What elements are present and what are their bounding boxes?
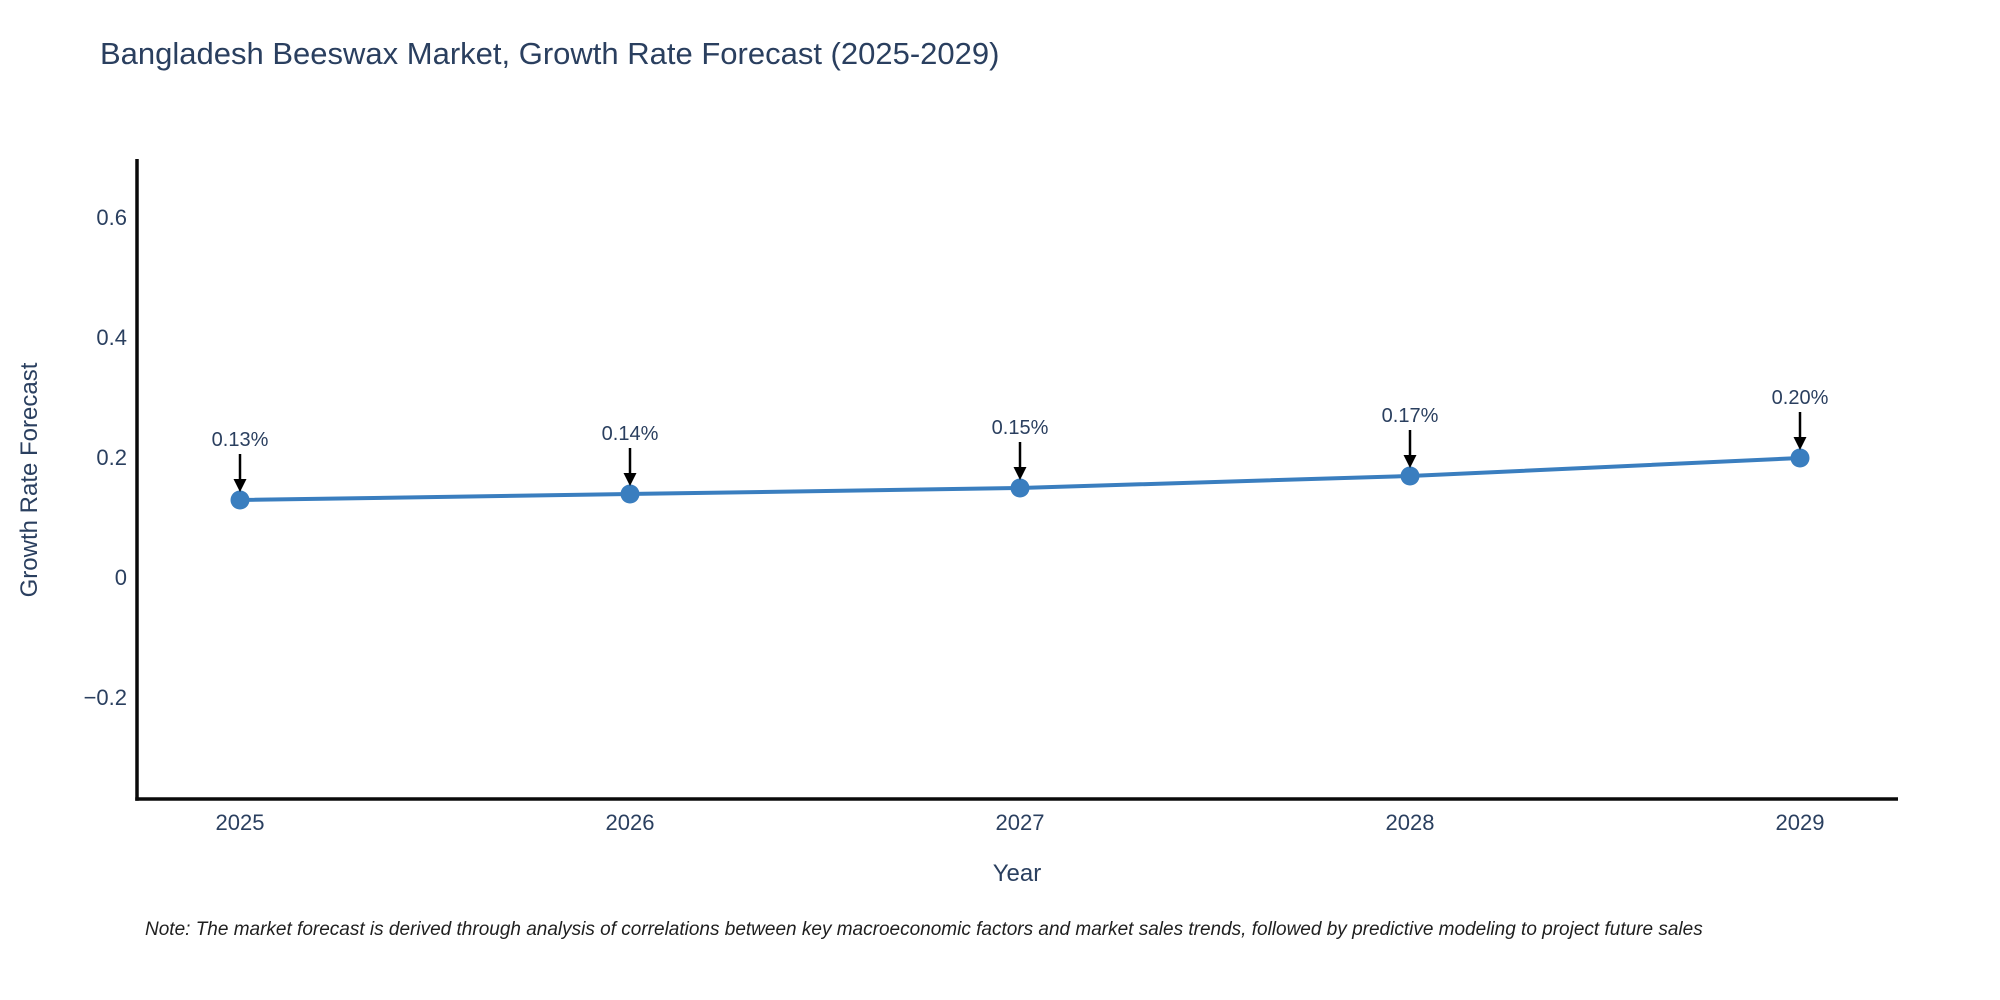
- y-tick-label-0.4: 0.4: [96, 325, 127, 350]
- x-tick-label-2028: 2028: [1385, 810, 1435, 835]
- data-point-2026: [620, 484, 640, 504]
- x-tick-label-2025: 2025: [215, 810, 265, 835]
- data-point-2027: [1010, 478, 1030, 498]
- chart-title: Bangladesh Beeswax Market, Growth Rate F…: [100, 36, 1000, 71]
- point-label-2027: 0.15%: [991, 417, 1049, 439]
- point-label-2025: 0.13%: [211, 429, 269, 451]
- annotation-arrow-head-2028: [1403, 455, 1417, 468]
- point-label-2028: 0.17%: [1381, 405, 1439, 427]
- y-tick-label-−0.2: −0.2: [83, 685, 127, 710]
- footnote: Note: The market forecast is derived thr…: [145, 919, 1703, 940]
- point-label-2026: 0.14%: [601, 423, 659, 445]
- annotation-arrow-head-2025: [233, 479, 247, 492]
- point-label-2029: 0.20%: [1771, 387, 1829, 409]
- x-axis-title: Year: [992, 860, 1042, 887]
- x-tick-label-2027: 2027: [995, 810, 1045, 835]
- y-tick-label-0.2: 0.2: [96, 445, 127, 470]
- data-point-2028: [1400, 466, 1420, 486]
- x-tick-label-2026: 2026: [605, 810, 655, 835]
- annotation-arrow-head-2029: [1793, 437, 1807, 450]
- y-tick-label-0.6: 0.6: [96, 205, 127, 230]
- y-tick-label-0: 0: [114, 565, 127, 590]
- x-tick-label-2029: 2029: [1775, 810, 1825, 835]
- annotation-arrow-head-2027: [1013, 467, 1027, 480]
- data-point-2029: [1790, 448, 1810, 468]
- data-point-2025: [230, 490, 250, 510]
- annotation-arrow-head-2026: [623, 473, 637, 486]
